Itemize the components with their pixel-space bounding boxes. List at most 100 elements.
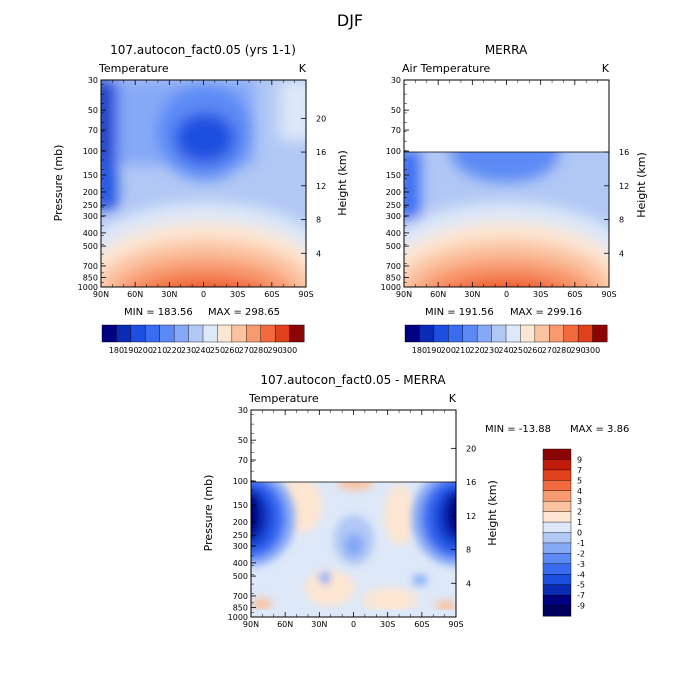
y-tick-label: 400	[386, 229, 401, 238]
colorbar-label: 230	[484, 346, 499, 355]
panel-model-units: K	[299, 62, 307, 75]
colorbar-swatch	[520, 324, 536, 343]
figure-title: DJF	[337, 11, 363, 30]
colorbar-swatch	[542, 469, 572, 481]
panel-obs-field	[404, 152, 609, 287]
colorbar-swatch	[188, 324, 204, 343]
colorbar-swatch	[260, 324, 276, 343]
colorbar-swatch	[542, 605, 572, 617]
colorbar-swatch	[419, 324, 435, 343]
colorbar-swatch	[563, 324, 579, 343]
colorbar-swatch	[202, 324, 218, 343]
y2-tick-label: 4	[619, 249, 624, 258]
y-tick-label: 100	[83, 147, 98, 156]
x-tick-label: 0	[201, 290, 206, 299]
panel-obs-variable: Air Temperature	[402, 62, 491, 75]
colorbar-label: 3	[577, 497, 582, 506]
y-tick-label: 850	[83, 273, 98, 282]
colorbar-swatch	[505, 324, 521, 343]
colorbar-label: 300	[282, 346, 297, 355]
panel-diff-min: MIN = -13.88	[485, 424, 551, 435]
panel-model: 107.autocon_fact0.05 (yrs 1-1) Temperatu…	[52, 43, 349, 355]
colorbar-label: -7	[577, 591, 585, 600]
y-tick-label: 70	[391, 126, 401, 135]
colorbar-label: 210	[152, 346, 167, 355]
colorbar-swatch	[231, 324, 247, 343]
colorbar-label: 240	[498, 346, 513, 355]
colorbar-label: 200	[441, 346, 456, 355]
y-tick-label: 500	[233, 572, 248, 581]
y-tick-label: 150	[386, 171, 401, 180]
colorbar-label: 220	[470, 346, 485, 355]
colorbar-swatch	[448, 324, 464, 343]
y-tick-label: 300	[83, 212, 98, 221]
x-tick-label: 60N	[430, 290, 446, 299]
y2-tick-label: 16	[316, 148, 326, 157]
colorbar-swatch	[542, 594, 572, 607]
y2-tick-label: 16	[619, 148, 629, 157]
colorbar-swatch	[542, 553, 572, 565]
colorbar-swatch	[462, 324, 478, 343]
colorbar-label: 210	[455, 346, 470, 355]
y-tick-label: 700	[386, 262, 401, 271]
colorbar-swatch	[542, 542, 572, 554]
colorbar-label: -3	[577, 560, 585, 569]
colorbar-label: 2	[577, 508, 582, 517]
colorbar-swatch	[130, 324, 146, 343]
colorbar-swatch	[491, 324, 507, 343]
colorbar-swatch	[542, 574, 572, 586]
colorbar-swatch	[476, 324, 493, 343]
x-tick-label: 90N	[396, 290, 412, 299]
colorbar-label: -9	[577, 602, 585, 611]
colorbar-label: 300	[585, 346, 600, 355]
colorbar-swatch	[101, 324, 117, 343]
x-tick-label: 90S	[601, 290, 616, 299]
panel-diff-ylabel: Pressure (mb)	[202, 475, 215, 552]
colorbar-label: 270	[239, 346, 254, 355]
y-tick-label: 850	[386, 273, 401, 282]
colorbar-label: 230	[181, 346, 196, 355]
colorbar-label: 270	[542, 346, 557, 355]
y-tick-label: 250	[386, 201, 401, 210]
y-tick-label: 100	[386, 147, 401, 156]
y2-tick-label: 16	[466, 478, 476, 487]
colorbar-swatch	[404, 324, 420, 343]
colorbar-label: 280	[556, 346, 571, 355]
panel-model-variable: Temperature	[98, 62, 169, 75]
colorbar-swatch	[542, 511, 572, 523]
colorbar-label: 250	[210, 346, 225, 355]
y-tick-label: 200	[83, 188, 98, 197]
y-tick-label: 400	[233, 559, 248, 568]
colorbar-swatch	[542, 459, 572, 471]
y2-tick-label: 8	[466, 546, 471, 555]
y-tick-label: 50	[391, 106, 401, 115]
y-tick-label: 700	[83, 262, 98, 271]
x-tick-label: 30N	[161, 290, 177, 299]
colorbar-label: 250	[513, 346, 528, 355]
panel-diff-y2label: Height (km)	[486, 480, 499, 546]
colorbar-swatch	[246, 324, 262, 343]
colorbar-label: 290	[268, 346, 283, 355]
y-tick-label: 70	[88, 126, 98, 135]
colorbar-label: 0	[577, 529, 582, 538]
panel-obs-title: MERRA	[485, 43, 528, 57]
panel-diff-max: MAX = 3.86	[570, 424, 629, 435]
colorbar-label: 7	[577, 466, 582, 475]
panel-obs-units: K	[602, 62, 610, 75]
y-tick-label: 70	[238, 456, 248, 465]
colorbar-label: -1	[577, 539, 585, 548]
colorbar-label: 180	[412, 346, 427, 355]
y2-tick-label: 20	[466, 444, 476, 453]
colorbar-label: 260	[527, 346, 542, 355]
panel-model-min: MIN = 183.56	[124, 307, 193, 318]
x-tick-label: 0	[351, 620, 356, 629]
panel-diff-field	[251, 482, 456, 617]
colorbar-label: -2	[577, 549, 585, 558]
colorbar-swatch	[433, 324, 449, 343]
panel-model-field	[101, 80, 306, 287]
x-tick-label: 0	[504, 290, 509, 299]
y-tick-label: 250	[83, 201, 98, 210]
y-tick-label: 1000	[228, 613, 248, 622]
colorbar-swatch	[116, 324, 132, 343]
